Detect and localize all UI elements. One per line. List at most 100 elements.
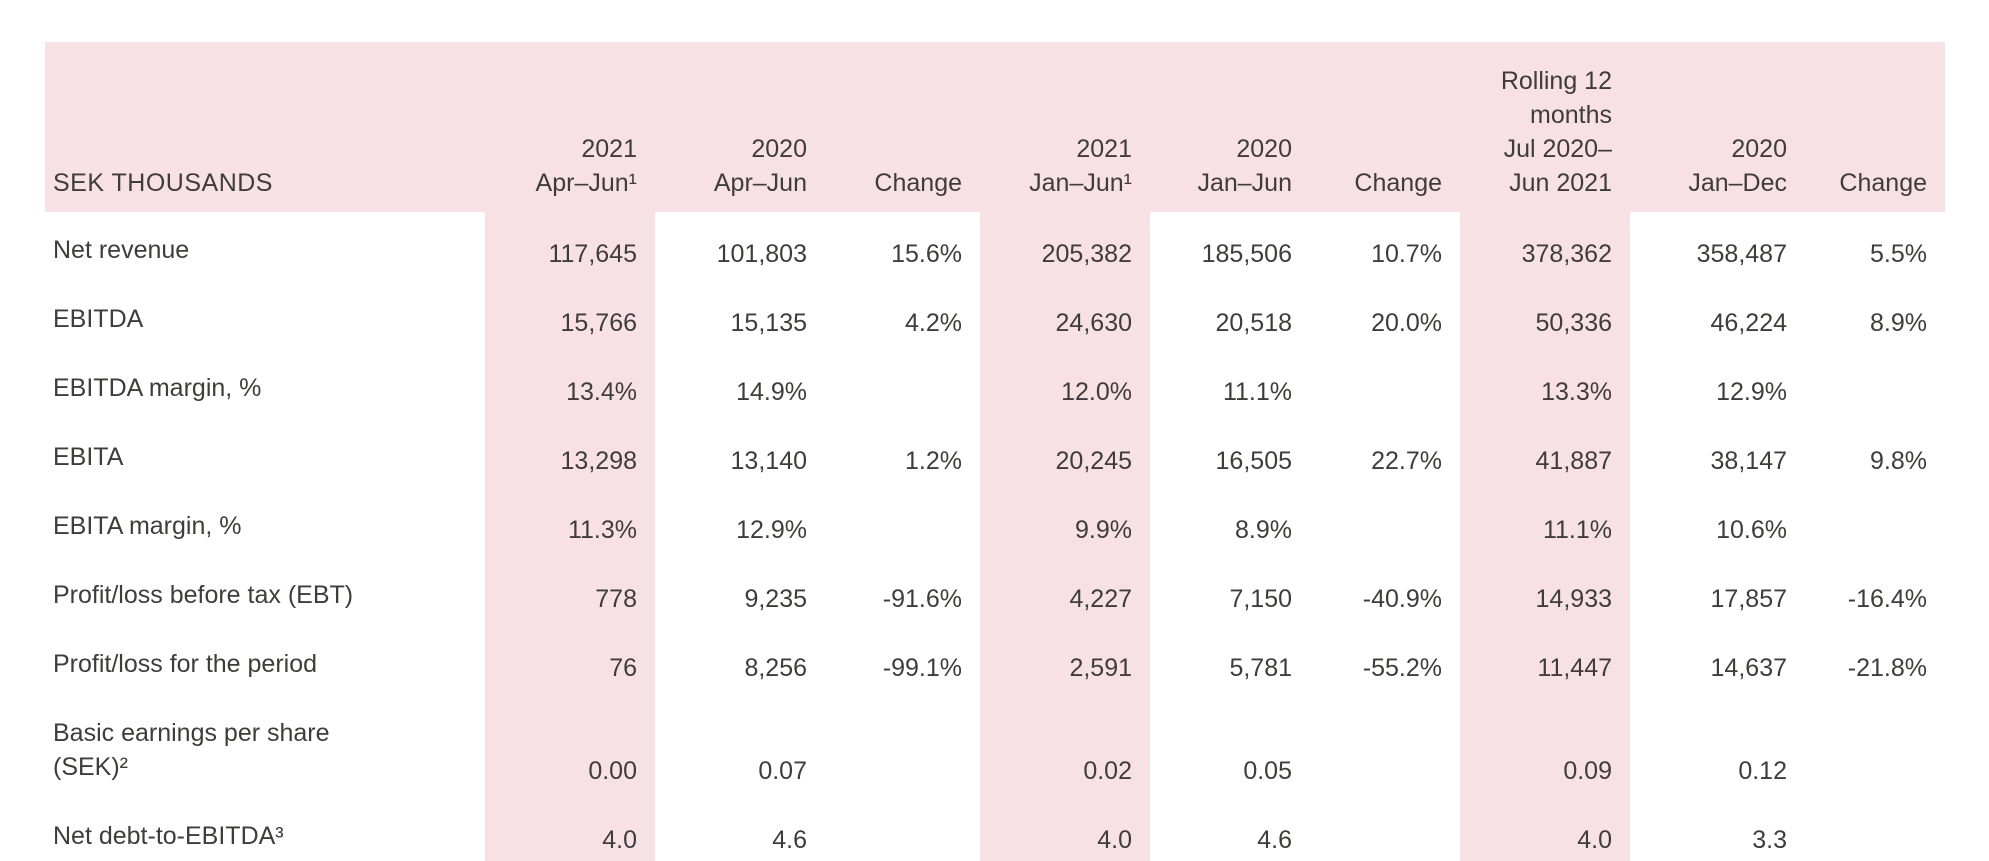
- table-row: Profit/loss before tax (EBT) 778 9,235 -91.…: [45, 557, 1945, 626]
- cell-value: 8.9%: [1805, 281, 1945, 350]
- period-column-header: 2020 Jan–Jun: [1150, 42, 1310, 212]
- table-row: EBITDA margin, % 13.4% 14.9% 12.0% 11.1% 13.3…: [45, 350, 1945, 419]
- cell-value: 0.05: [1150, 695, 1310, 798]
- cell-value: 46,224: [1630, 281, 1805, 350]
- cell-value: 13.3%: [1460, 350, 1630, 419]
- cell-value: 14.9%: [655, 350, 825, 419]
- cell-value: 22.7%: [1310, 419, 1460, 488]
- period-column-header: Change: [825, 42, 980, 212]
- cell-value: -16.4%: [1805, 557, 1945, 626]
- cell-value: [1805, 488, 1945, 557]
- cell-value: 20,245: [980, 419, 1150, 488]
- cell-value: -40.9%: [1310, 557, 1460, 626]
- cell-value: 9.8%: [1805, 419, 1945, 488]
- cell-value: 12.9%: [655, 488, 825, 557]
- table-row: Net revenue 117,645 101,803 15.6% 205,382 185…: [45, 212, 1945, 281]
- cell-value: 9,235: [655, 557, 825, 626]
- cell-value: 185,506: [1150, 212, 1310, 281]
- table-row: EBITA margin, % 11.3% 12.9% 9.9% 8.9% 11.1% 10…: [45, 488, 1945, 557]
- cell-value: 4.0: [1460, 798, 1630, 861]
- period-column-header: 2020 Apr–Jun: [655, 42, 825, 212]
- table-row: Profit/loss for the period 76 8,256 -99.1% 2…: [45, 626, 1945, 695]
- cell-value: 10.6%: [1630, 488, 1805, 557]
- cell-value: 38,147: [1630, 419, 1805, 488]
- table-body: Net revenue 117,645 101,803 15.6% 205,382 185…: [45, 212, 1945, 861]
- row-label: EBITA margin, %: [45, 488, 485, 557]
- cell-value: 0.07: [655, 695, 825, 798]
- cell-value: 12.0%: [980, 350, 1150, 419]
- cell-value: 11.1%: [1150, 350, 1310, 419]
- cell-value: 13,298: [485, 419, 655, 488]
- header-row: SEK THOUSANDS 2021 Apr–Jun¹ 2020 Apr–Jun C…: [45, 42, 1945, 212]
- table-row: Basic earnings per share (SEK)² 0.00 0.07 0…: [45, 695, 1945, 798]
- cell-value: -55.2%: [1310, 626, 1460, 695]
- row-label: EBITDA margin, %: [45, 350, 485, 419]
- cell-value: 14,637: [1630, 626, 1805, 695]
- cell-value: 10.7%: [1310, 212, 1460, 281]
- period-column-header: Rolling 12 months Jul 2020– Jun 2021: [1460, 42, 1630, 212]
- cell-value: 2,591: [980, 626, 1150, 695]
- table-header: SEK THOUSANDS 2021 Apr–Jun¹ 2020 Apr–Jun C…: [45, 42, 1945, 212]
- cell-value: 13.4%: [485, 350, 655, 419]
- cell-value: 4.6: [655, 798, 825, 861]
- period-column-header: Change: [1310, 42, 1460, 212]
- table-row: EBITDA 15,766 15,135 4.2% 24,630 20,518 20.0% 5…: [45, 281, 1945, 350]
- cell-value: [825, 488, 980, 557]
- period-column-header: Change: [1805, 42, 1945, 212]
- cell-value: 4.0: [485, 798, 655, 861]
- cell-value: [1310, 798, 1460, 861]
- period-column-header: 2021 Apr–Jun¹: [485, 42, 655, 212]
- period-column-header: 2020 Jan–Dec: [1630, 42, 1805, 212]
- cell-value: 378,362: [1460, 212, 1630, 281]
- financial-kpi-table: SEK THOUSANDS 2021 Apr–Jun¹ 2020 Apr–Jun C…: [45, 42, 1945, 861]
- row-label: Profit/loss before tax (EBT): [45, 557, 485, 626]
- row-label: Net debt-to-EBITDA³: [45, 798, 485, 861]
- cell-value: 0.12: [1630, 695, 1805, 798]
- cell-value: 358,487: [1630, 212, 1805, 281]
- cell-value: 7,150: [1150, 557, 1310, 626]
- cell-value: 4.0: [980, 798, 1150, 861]
- cell-value: 11,447: [1460, 626, 1630, 695]
- cell-value: 15.6%: [825, 212, 980, 281]
- cell-value: 20,518: [1150, 281, 1310, 350]
- cell-value: 4.6: [1150, 798, 1310, 861]
- cell-value: 16,505: [1150, 419, 1310, 488]
- row-label: Net revenue: [45, 212, 485, 281]
- unit-header-cell: SEK THOUSANDS: [45, 42, 485, 212]
- cell-value: 11.1%: [1460, 488, 1630, 557]
- cell-value: 20.0%: [1310, 281, 1460, 350]
- cell-value: 9.9%: [980, 488, 1150, 557]
- cell-value: 15,135: [655, 281, 825, 350]
- cell-value: 101,803: [655, 212, 825, 281]
- cell-value: 11.3%: [485, 488, 655, 557]
- cell-value: [1310, 350, 1460, 419]
- cell-value: [1805, 695, 1945, 798]
- cell-value: 41,887: [1460, 419, 1630, 488]
- row-label: EBITA: [45, 419, 485, 488]
- cell-value: 8,256: [655, 626, 825, 695]
- cell-value: 3.3: [1630, 798, 1805, 861]
- cell-value: 0.00: [485, 695, 655, 798]
- row-label: EBITDA: [45, 281, 485, 350]
- cell-value: -91.6%: [825, 557, 980, 626]
- cell-value: 4,227: [980, 557, 1150, 626]
- cell-value: [825, 695, 980, 798]
- cell-value: [825, 798, 980, 861]
- row-label: Profit/loss for the period: [45, 626, 485, 695]
- cell-value: 24,630: [980, 281, 1150, 350]
- cell-value: 15,766: [485, 281, 655, 350]
- cell-value: 778: [485, 557, 655, 626]
- cell-value: 17,857: [1630, 557, 1805, 626]
- table-row: Net debt-to-EBITDA³ 4.0 4.6 4.0 4.6 4.0 3.3: [45, 798, 1945, 861]
- cell-value: [825, 350, 980, 419]
- cell-value: 1.2%: [825, 419, 980, 488]
- cell-value: 205,382: [980, 212, 1150, 281]
- cell-value: 0.02: [980, 695, 1150, 798]
- cell-value: -99.1%: [825, 626, 980, 695]
- cell-value: [1310, 695, 1460, 798]
- cell-value: [1310, 488, 1460, 557]
- cell-value: 4.2%: [825, 281, 980, 350]
- cell-value: 5,781: [1150, 626, 1310, 695]
- period-column-header: 2021 Jan–Jun¹: [980, 42, 1150, 212]
- cell-value: 13,140: [655, 419, 825, 488]
